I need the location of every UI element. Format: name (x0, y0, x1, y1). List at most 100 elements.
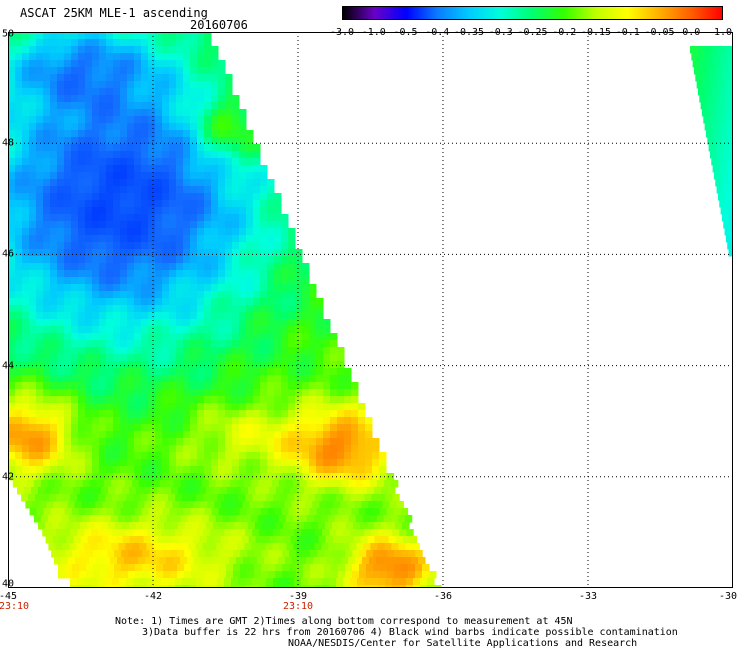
swath-cell (127, 109, 135, 117)
swath-cell (85, 305, 93, 313)
swath-cell (183, 235, 191, 243)
swath-cell (29, 270, 37, 278)
swath-cell (330, 473, 339, 481)
swath-cell (182, 494, 190, 502)
swath-cell (267, 354, 275, 362)
swath-cell (366, 564, 374, 572)
swath-cell (235, 501, 243, 509)
swath-cell (92, 277, 100, 285)
swath-cell (148, 165, 156, 173)
swath-cell (716, 151, 725, 159)
swath-cell (99, 291, 107, 299)
swath-cell (176, 396, 184, 404)
swath-cell (33, 515, 42, 523)
swath-cell (363, 543, 371, 551)
swath-cell (134, 305, 142, 313)
swath-cell (99, 459, 107, 467)
swath-cell (218, 102, 226, 110)
swath-cell (169, 200, 177, 208)
swath-cell (29, 284, 37, 292)
swath-cell (127, 88, 135, 96)
swath-cell (246, 424, 254, 432)
swath-cell (71, 389, 79, 397)
swath-cell (413, 585, 421, 588)
swath-cell (148, 277, 156, 285)
swath-cell (15, 298, 23, 306)
swath-cell (266, 529, 274, 537)
swath-cell (169, 284, 177, 292)
swath-cell (190, 284, 198, 292)
swath-cell (169, 263, 177, 271)
swath-cell (8, 284, 16, 292)
swath-cell (78, 151, 86, 159)
swath-cell (693, 67, 702, 75)
swath-cell (197, 459, 205, 467)
swath-cell (24, 487, 32, 495)
swath-cell (183, 396, 191, 404)
swath-cell (52, 522, 60, 530)
swath-cell (78, 200, 86, 208)
swath-cell (71, 424, 79, 432)
swath-cell (141, 109, 149, 117)
swath-cell (289, 550, 297, 558)
swath-cell (295, 417, 303, 425)
swath-cell (92, 116, 100, 124)
swath-cell (721, 102, 730, 110)
swath-cell (225, 354, 233, 362)
swath-cell (57, 319, 65, 327)
swath-cell (50, 508, 59, 516)
swath-cell (183, 158, 191, 166)
swath-cell (232, 116, 240, 124)
swath-cell (22, 256, 30, 264)
swath-cell (311, 487, 319, 495)
swath-cell (92, 60, 100, 68)
swath-cell (183, 74, 191, 82)
swath-cell (224, 529, 232, 537)
swath-cell (162, 319, 170, 327)
swath-cell (155, 158, 163, 166)
swath-cell (99, 116, 107, 124)
swath-cell (64, 60, 72, 68)
swath-cell (141, 116, 149, 124)
swath-cell (64, 361, 72, 369)
swath-cell (148, 508, 157, 516)
swath-cell (317, 571, 325, 579)
swath-cell (68, 480, 77, 488)
swath-cell (302, 466, 310, 474)
swath-cell (225, 263, 233, 271)
swath-cell (43, 403, 51, 411)
swath-cell (239, 508, 248, 516)
swath-cell (264, 557, 272, 565)
swath-cell (221, 501, 229, 509)
swath-cell (253, 312, 261, 320)
swath-cell (97, 543, 105, 551)
swath-cell (162, 424, 170, 432)
swath-cell (392, 578, 400, 586)
swath-cell (253, 466, 261, 474)
swath-cell (232, 235, 240, 243)
swath-cell (57, 410, 65, 418)
swath-cell (85, 333, 93, 341)
swath-cell (36, 207, 44, 215)
swath-cell (176, 116, 184, 124)
swath-cell (120, 459, 128, 467)
swath-cell (183, 459, 191, 467)
swath-cell (192, 522, 200, 530)
swath-cell (344, 424, 352, 432)
swath-cell (50, 130, 58, 138)
swath-cell (281, 375, 289, 383)
swath-cell (120, 81, 128, 89)
swath-cell (281, 305, 289, 313)
swath-cell (99, 473, 108, 481)
swath-cell (169, 361, 177, 369)
swath-cell (148, 200, 156, 208)
swath-cell (8, 354, 16, 362)
swath-cell (337, 417, 345, 425)
swath-cell (64, 375, 72, 383)
swath-cell (297, 522, 305, 530)
swath-cell (295, 368, 303, 376)
swath-cell (246, 340, 254, 348)
swath-cell (103, 515, 112, 523)
swath-cell (232, 109, 240, 117)
swath-cell (113, 67, 121, 75)
